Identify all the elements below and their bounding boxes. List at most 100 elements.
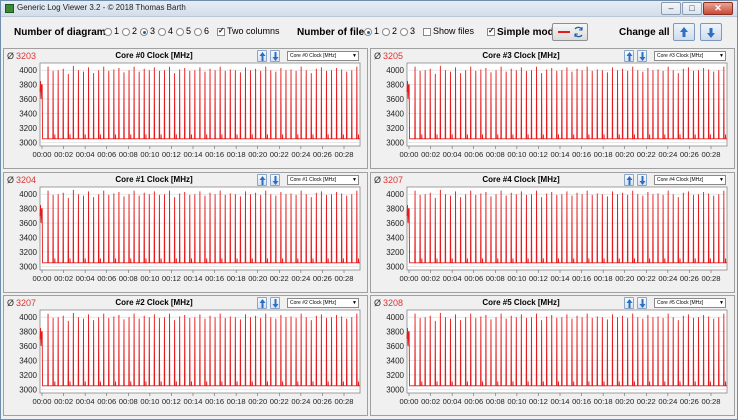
diagram-title: Core #3 Clock [MHz]	[482, 51, 560, 60]
x-tick-label: 00:14	[550, 150, 569, 159]
diagram-series-select[interactable]: Core #2 Clock [MHz] ▼	[287, 298, 359, 308]
arrow-down-icon	[272, 52, 279, 61]
files-radio-1-label: 1	[374, 26, 380, 36]
chevron-down-icon: ▼	[352, 177, 357, 183]
files-radio-1[interactable]	[364, 28, 372, 36]
y-tick-label: 3400	[386, 357, 404, 366]
x-tick-label: 00:28	[334, 150, 353, 159]
diagrams-radio-4-label: 4	[168, 26, 174, 36]
diagram-panel: Ø 3204 Core #1 Clock [MHz] Core #1 Clock…	[3, 172, 368, 293]
y-tick-label: 3200	[19, 248, 37, 257]
x-tick-label: 00:00	[32, 274, 51, 283]
show-files-checkbox[interactable]	[423, 28, 431, 36]
x-tick-label: 00:04	[76, 397, 95, 406]
diagrams-radio-4[interactable]	[158, 28, 166, 36]
clock-series-line	[39, 312, 360, 387]
diagram-series-select[interactable]: Core #0 Clock [MHz] ▼	[287, 51, 359, 61]
minimize-button[interactable]: –	[661, 2, 681, 15]
simple-mode-label: Simple mode	[497, 27, 560, 38]
x-tick-label: 00:04	[76, 274, 95, 283]
files-radio-3-label: 3	[410, 26, 416, 36]
arrow-up-icon	[259, 299, 266, 308]
diagram-panel: Ø 3207 Core #4 Clock [MHz] Core #4 Clock…	[370, 172, 735, 293]
y-tick-label: 4000	[19, 313, 37, 322]
diagram-up-button[interactable]	[257, 174, 267, 186]
close-button[interactable]: ✕	[703, 2, 733, 15]
show-files-label: Show files	[433, 26, 475, 36]
x-tick-label: 00:22	[270, 150, 289, 159]
diagram-title: Core #5 Clock [MHz]	[482, 298, 560, 307]
y-tick-label: 3200	[386, 124, 404, 133]
diagram-up-button[interactable]	[257, 50, 267, 62]
average-value: 3207	[383, 175, 404, 185]
diagrams-radio-6-label: 6	[204, 26, 210, 36]
x-tick-label: 00:08	[119, 150, 138, 159]
x-tick-label: 00:26	[680, 150, 699, 159]
diagrams-radio-6[interactable]	[194, 28, 202, 36]
diagram-up-button[interactable]	[624, 50, 634, 62]
diagram-down-button[interactable]	[637, 297, 647, 309]
x-tick-label: 00:20	[248, 397, 267, 406]
arrow-up-icon	[680, 27, 688, 37]
x-tick-label: 00:14	[183, 274, 202, 283]
diagram-down-button[interactable]	[270, 297, 280, 309]
num-diagrams-label: Number of diagrams	[14, 27, 112, 38]
two-columns-checkbox[interactable]	[217, 26, 225, 36]
diagram-series-select[interactable]: Core #5 Clock [MHz] ▼	[654, 298, 726, 308]
x-tick-label: 00:18	[227, 150, 246, 159]
average-value: 3204	[16, 175, 37, 185]
files-radio-3[interactable]	[400, 28, 408, 36]
diagram-series-select-value: Core #2 Clock [MHz]	[290, 300, 337, 306]
simple-mode-checkbox[interactable]	[487, 26, 495, 36]
arrow-down-icon	[272, 299, 279, 308]
diagram-down-button[interactable]	[270, 174, 280, 186]
arrow-up-icon	[259, 176, 266, 185]
arrow-down-icon	[639, 299, 646, 308]
clock-series-line	[39, 65, 360, 140]
diagram-up-button[interactable]	[624, 297, 634, 309]
simple-mode-color-button[interactable]	[552, 23, 588, 41]
arrow-up-icon	[259, 52, 266, 61]
diagram-panel: Ø 3203 Core #0 Clock [MHz] Core #0 Clock…	[3, 48, 368, 169]
x-tick-label: 00:24	[291, 274, 310, 283]
x-tick-label: 00:14	[550, 397, 569, 406]
diagram-series-select[interactable]: Core #1 Clock [MHz] ▼	[287, 175, 359, 185]
diagram-series-select[interactable]: Core #4 Clock [MHz] ▼	[654, 175, 726, 185]
average-symbol: Ø	[374, 298, 382, 308]
diagram-up-button[interactable]	[624, 174, 634, 186]
x-tick-label: 00:24	[291, 397, 310, 406]
change-all-up-button[interactable]	[673, 23, 695, 41]
x-tick-label: 00:26	[680, 397, 699, 406]
average-value: 3208	[383, 298, 404, 308]
y-tick-label: 3600	[386, 342, 404, 351]
change-all-label: Change all	[619, 27, 670, 38]
diagram-down-button[interactable]	[270, 50, 280, 62]
maximize-button[interactable]: □	[682, 2, 702, 15]
y-tick-label: 3200	[386, 371, 404, 380]
change-all-down-button[interactable]	[700, 23, 722, 41]
diagram-series-select-value: Core #0 Clock [MHz]	[290, 53, 337, 59]
x-tick-label: 00:16	[572, 150, 591, 159]
diagrams-radio-1[interactable]	[104, 28, 112, 36]
y-tick-label: 3000	[386, 262, 404, 271]
diagrams-radio-3[interactable]	[140, 28, 148, 36]
diagram-up-button[interactable]	[257, 297, 267, 309]
diagram-down-button[interactable]	[637, 174, 647, 186]
num-files-label: Number of files	[297, 27, 370, 38]
diagram-series-select[interactable]: Core #3 Clock [MHz] ▼	[654, 51, 726, 61]
x-tick-label: 00:26	[313, 150, 332, 159]
y-tick-label: 3800	[386, 205, 404, 214]
x-tick-label: 00:26	[680, 274, 699, 283]
y-tick-label: 4000	[386, 66, 404, 75]
arrow-down-icon	[272, 176, 279, 185]
files-radio-2[interactable]	[382, 28, 390, 36]
diagrams-radio-2[interactable]	[122, 28, 130, 36]
diagrams-radio-5[interactable]	[176, 28, 184, 36]
x-tick-label: 00:10	[507, 397, 526, 406]
diagram-panel: Ø 3207 Core #2 Clock [MHz] Core #2 Clock…	[3, 295, 368, 416]
x-tick-label: 00:08	[119, 397, 138, 406]
diagram-down-button[interactable]	[637, 50, 647, 62]
